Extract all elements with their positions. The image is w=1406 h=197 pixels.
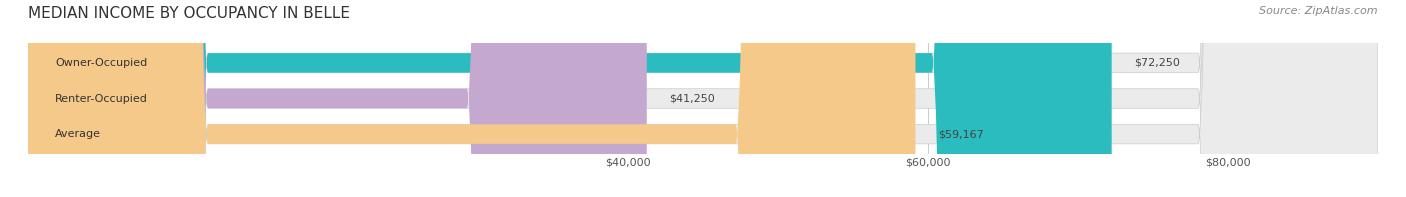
FancyBboxPatch shape xyxy=(28,0,1112,197)
FancyBboxPatch shape xyxy=(28,0,915,197)
Text: Owner-Occupied: Owner-Occupied xyxy=(55,58,148,68)
Text: Renter-Occupied: Renter-Occupied xyxy=(55,94,148,103)
Text: $72,250: $72,250 xyxy=(1135,58,1180,68)
FancyBboxPatch shape xyxy=(28,0,1378,197)
Text: Source: ZipAtlas.com: Source: ZipAtlas.com xyxy=(1260,6,1378,16)
FancyBboxPatch shape xyxy=(28,0,1378,197)
FancyBboxPatch shape xyxy=(28,0,1378,197)
Text: $59,167: $59,167 xyxy=(938,129,984,139)
Text: $41,250: $41,250 xyxy=(669,94,716,103)
Text: Average: Average xyxy=(55,129,101,139)
FancyBboxPatch shape xyxy=(28,0,647,197)
Text: MEDIAN INCOME BY OCCUPANCY IN BELLE: MEDIAN INCOME BY OCCUPANCY IN BELLE xyxy=(28,6,350,21)
